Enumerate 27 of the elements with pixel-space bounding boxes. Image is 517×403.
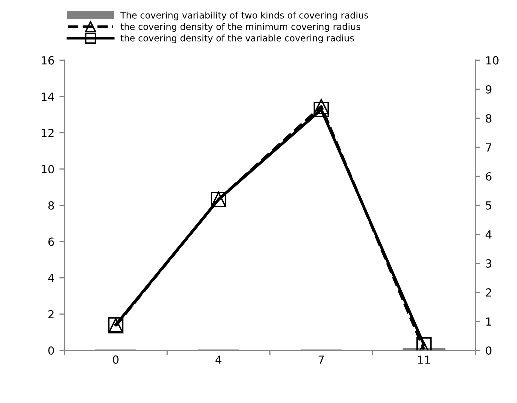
y2-tick-label: 2 [486, 288, 492, 297]
y2-tick-label: 6 [486, 172, 492, 181]
y-tick-label: 14 [42, 92, 54, 101]
y-tick-label: 6 [48, 238, 54, 246]
y-tick-label: 4 [48, 274, 54, 282]
y2-tick-label: 5 [486, 202, 492, 210]
y2-tick-label: 0 [486, 346, 492, 355]
x-tick-label: 7 [318, 356, 324, 364]
y-tick-label: 0 [48, 346, 54, 355]
y-tick-label: 16 [42, 56, 54, 65]
y2-tick-label: 4 [486, 230, 492, 239]
y-tick-label: 12 [42, 128, 54, 138]
x-tick-label: 4 [216, 356, 222, 364]
y-tick-label: 8 [48, 202, 54, 210]
y2-tick-label: 1 [486, 318, 492, 326]
y2-tick-label: 3 [486, 260, 492, 268]
x-tick-label: 0 [113, 356, 119, 364]
x-tick-label: 11 [418, 356, 430, 364]
y2-tick-label: 8 [486, 114, 492, 123]
y2-tick-label: 10 [486, 56, 499, 65]
legend-label: the covering density of the variable covering radius [120, 34, 354, 44]
legend-label: the covering density of the minimum covering radius [120, 23, 361, 32]
y-tick-label: 10 [42, 165, 54, 174]
y2-tick-label: 7 [486, 144, 492, 152]
y-tick-label: 2 [48, 310, 54, 319]
y2-tick-label: 9 [486, 85, 492, 94]
legend-label: The covering variability of two kinds of covering radius [120, 12, 368, 21]
